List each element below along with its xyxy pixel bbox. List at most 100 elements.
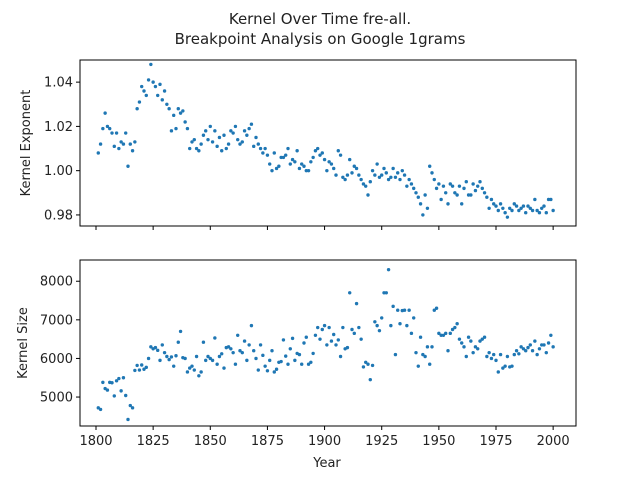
- data-point: [156, 348, 160, 353]
- data-point: [322, 323, 327, 328]
- data-point: [169, 355, 174, 359]
- data-point: [482, 335, 487, 339]
- data-point: [478, 339, 482, 343]
- data-point: [204, 358, 208, 363]
- y-tick-label: 1.02: [44, 120, 73, 135]
- data-point: [446, 349, 450, 353]
- data-point: [103, 111, 107, 115]
- data-point: [393, 175, 398, 180]
- data-point: [213, 129, 217, 133]
- data-point: [480, 186, 484, 191]
- data-point: [530, 208, 535, 213]
- data-point: [450, 327, 455, 332]
- data-point: [290, 157, 295, 162]
- data-point: [217, 354, 222, 359]
- data-point: [112, 394, 116, 398]
- data-point: [439, 197, 443, 202]
- y-tick-label: 1.00: [44, 164, 73, 179]
- data-point: [263, 146, 267, 151]
- data-point: [302, 341, 306, 345]
- data-point: [453, 191, 457, 195]
- data-point: [190, 140, 194, 144]
- data-point: [432, 308, 436, 312]
- data-point: [361, 365, 366, 369]
- data-point: [213, 336, 217, 340]
- data-point: [151, 80, 155, 84]
- data-point: [370, 363, 375, 368]
- data-point: [112, 144, 116, 149]
- data-point: [181, 109, 185, 113]
- data-point: [311, 155, 315, 160]
- data-point: [192, 137, 196, 142]
- data-point: [496, 208, 500, 213]
- data-point: [236, 137, 240, 142]
- data-point: [242, 339, 247, 343]
- data-point: [146, 78, 151, 82]
- data-point: [295, 149, 299, 153]
- data-point: [441, 184, 446, 188]
- data-point: [114, 379, 119, 383]
- data-point: [396, 308, 400, 312]
- data-point: [229, 347, 233, 351]
- data-point: [348, 291, 352, 295]
- data-point: [496, 370, 500, 374]
- data-point: [105, 124, 110, 129]
- x-tick-label: 1900: [308, 434, 341, 449]
- data-point: [345, 173, 350, 177]
- data-point: [341, 175, 345, 180]
- data-point: [370, 168, 375, 173]
- data-point: [306, 168, 311, 173]
- data-point: [514, 349, 519, 353]
- data-point: [492, 352, 496, 357]
- data-point: [176, 106, 180, 111]
- data-point: [188, 146, 192, 151]
- data-point: [274, 367, 279, 371]
- data-point: [167, 106, 171, 111]
- data-point: [501, 206, 505, 210]
- data-point: [416, 195, 420, 199]
- data-point: [476, 184, 480, 188]
- data-point: [494, 358, 498, 363]
- data-point: [261, 353, 265, 358]
- data-point: [391, 166, 395, 171]
- data-point: [478, 180, 482, 184]
- plot-frame: [79, 259, 577, 427]
- data-point: [281, 155, 286, 160]
- data-point: [423, 193, 427, 197]
- data-point: [149, 62, 153, 67]
- data-point: [492, 202, 496, 206]
- data-point: [210, 140, 215, 144]
- data-point: [101, 380, 105, 385]
- data-point: [425, 345, 430, 349]
- data-point: [343, 177, 347, 182]
- data-point: [544, 350, 548, 355]
- x-tick-label: 1825: [137, 434, 170, 449]
- data-point: [329, 339, 334, 343]
- data-point: [297, 166, 302, 171]
- data-point: [252, 144, 256, 149]
- data-point: [137, 100, 142, 104]
- data-point: [185, 370, 190, 374]
- data-point: [185, 126, 190, 131]
- data-point: [272, 151, 276, 155]
- data-point: [494, 204, 498, 208]
- data-point: [137, 368, 142, 372]
- data-point: [105, 388, 110, 392]
- data-point: [286, 146, 290, 151]
- data-point: [172, 364, 176, 368]
- data-point: [530, 349, 535, 353]
- data-point: [540, 206, 544, 210]
- data-point: [537, 211, 542, 215]
- data-point: [457, 337, 462, 341]
- data-point: [149, 345, 153, 349]
- data-point: [174, 126, 178, 131]
- data-point: [217, 135, 222, 140]
- data-point: [270, 349, 274, 353]
- data-point: [412, 186, 416, 191]
- data-point: [338, 153, 343, 157]
- data-point: [194, 146, 199, 151]
- data-point: [350, 171, 354, 175]
- data-point: [288, 162, 292, 166]
- data-point: [156, 93, 160, 98]
- data-point: [96, 151, 100, 155]
